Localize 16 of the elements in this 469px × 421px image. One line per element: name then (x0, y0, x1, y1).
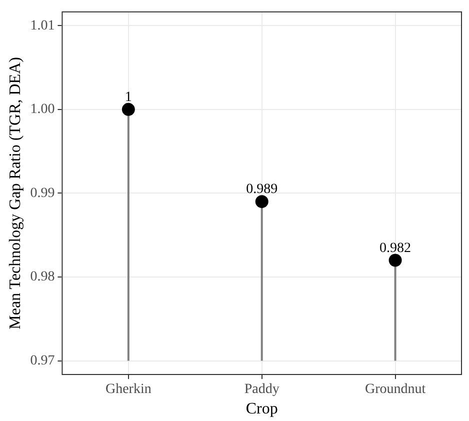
y-tick-label: 1.01 (30, 18, 55, 34)
data-label: 0.982 (380, 240, 412, 256)
x-tick-label: Gherkin (105, 382, 152, 398)
data-label: 1 (124, 90, 132, 106)
y-tick-label: 1.00 (30, 102, 55, 118)
point (122, 102, 135, 116)
x-tick-label: Paddy (244, 382, 280, 398)
x-tick-label: Groundnut (364, 382, 426, 398)
y-axis-title: Mean Technology Gap Ratio (TGR, DEA) (6, 57, 24, 330)
y-tick-label: 0.99 (30, 186, 55, 201)
data-label: 0.989 (246, 182, 278, 198)
y-tick-label: 0.98 (30, 270, 55, 285)
point (255, 195, 268, 208)
x-axis-title: Crop (246, 400, 278, 418)
y-tick-label: 0.97 (30, 353, 55, 368)
point (388, 254, 402, 267)
